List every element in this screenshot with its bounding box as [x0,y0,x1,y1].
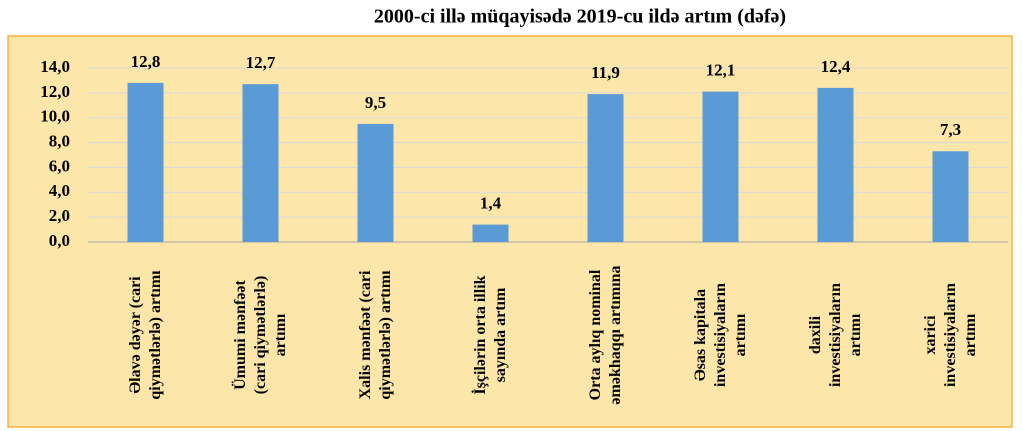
x-tick-label: Xalis mənfəət (cari qiymətlərlə) artımı [356,270,394,400]
x-tick-label: Orta aylıq nominal əməkhaqqı artımına [586,265,624,405]
x-tick-label: İşçilərin orta illik sayında artım [471,275,509,395]
bar [702,91,739,242]
data-label: 7,3 [940,120,961,139]
data-label: 12,4 [821,57,851,76]
y-tick-label: 14,0 [40,57,70,76]
y-tick-label: 12,0 [40,82,70,101]
data-label: 12,1 [706,61,736,80]
bar [472,224,509,242]
chart-title: 2000-ci illə müqayisədə 2019-cu ildə art… [374,6,786,28]
y-tick-label: 10,0 [40,107,70,126]
x-tick-label: Ümumi mənfəət (cari qiymətlərlə) artımı [231,275,289,395]
bar [357,123,394,242]
x-tick-label: Əsas kapitala investisiyaların artımı [691,283,749,388]
bar [587,94,624,242]
data-label: 11,9 [591,63,620,82]
x-tick-label: xarici investisiyaların artımı [921,283,979,388]
data-label: 9,5 [365,93,386,112]
data-label: 12,8 [131,52,161,71]
y-tick-label: 8,0 [49,131,70,150]
y-tick-label: 4,0 [49,181,70,200]
y-tick-label: 6,0 [49,156,70,175]
data-label: 12,7 [246,53,276,72]
bar [817,87,854,242]
data-label: 1,4 [480,194,502,213]
bar [242,84,279,243]
bar [932,151,969,242]
bar [127,82,164,243]
x-tick-label: Əlavə dəyər (cari qiymətlərlə) artımı [126,270,164,400]
y-tick-label: 0,0 [49,231,70,250]
y-tick-label: 2,0 [49,206,70,225]
x-tick-label: daxili investisiyaların artımı [806,283,864,388]
